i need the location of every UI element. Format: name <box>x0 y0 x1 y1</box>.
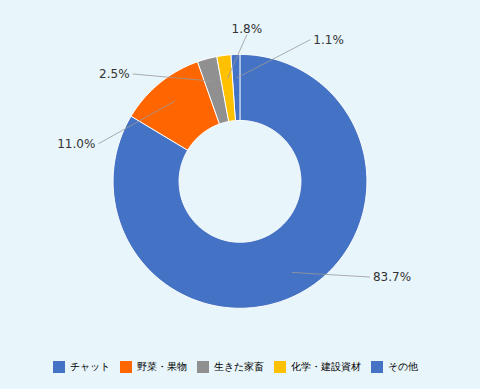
svg-text:1.8%: 1.8% <box>232 22 263 36</box>
svg-text:11.0%: 11.0% <box>57 137 95 151</box>
html-text:チャット: チャット <box>69 360 110 372</box>
svg-text:83.7%: 83.7% <box>373 270 411 284</box>
html-text:化学・建設資材: 化学・建設資材 <box>290 360 361 372</box>
html-text:生きた家畜: 生きた家畜 <box>213 360 264 372</box>
html-text:その他: その他 <box>387 360 418 372</box>
svg-text:2.5%: 2.5% <box>99 67 130 81</box>
html-text:野菜・果物: 野菜・果物 <box>136 360 187 372</box>
svg-text:1.1%: 1.1% <box>313 33 344 47</box>
